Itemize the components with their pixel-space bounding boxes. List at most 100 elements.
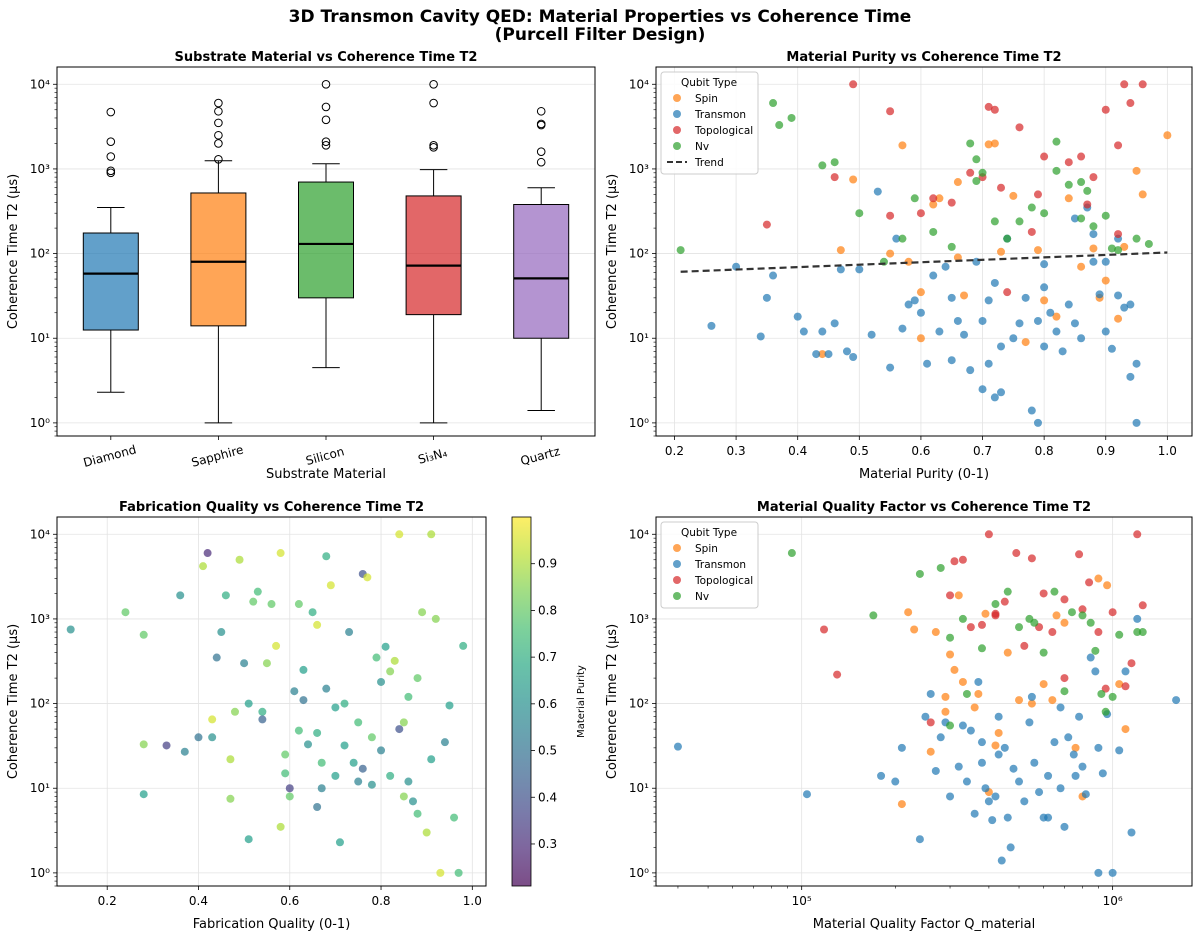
point-topological [1015,123,1024,132]
tick-label-y: 10⁴ [30,527,50,541]
colorbar-tick-label: 0.7 [538,650,557,664]
point-nv [787,549,796,558]
point-nv [936,563,945,572]
point-nv [1078,611,1087,620]
point-spin [1121,725,1130,734]
panel-title: Material Purity vs Coherence Time T2 [786,50,1061,65]
point-topological [991,611,1000,620]
point-transmon [886,363,895,372]
point-nv [958,614,967,623]
point-spin [1021,338,1030,347]
point-transmon [921,712,930,721]
legend-marker-topological [673,126,681,134]
point-topological [1085,578,1094,587]
point-topological [1138,80,1147,89]
point [326,581,335,590]
tick-label-y: 10⁴ [629,527,649,541]
point [267,600,276,609]
point-transmon [1033,316,1042,325]
point [395,530,404,539]
point-nv [1060,687,1069,696]
point [221,591,230,600]
point-transmon [929,271,938,280]
category-label: Sapphire [190,442,245,469]
point-transmon [873,187,882,196]
tick-label-x: 0.7 [973,444,992,458]
x-axis-label: Fabrication Quality (0-1) [193,917,351,932]
point-transmon [1107,344,1116,353]
panel-box: 10⁰ 10¹ 10² 10³ 10⁴ Substrate Material vs Coh… [6,50,596,482]
point-transmon [707,321,716,330]
y-axis-label: Coherence Time T2 (μs) [6,624,21,779]
point-nv [1089,222,1098,231]
legend-entry-trend: Trend [694,157,724,169]
point [367,780,376,789]
point [413,809,422,818]
point [404,692,413,701]
point [331,771,340,780]
point [285,784,294,793]
point-transmon [1132,359,1141,368]
tick-label-x: 0.6 [911,444,930,458]
point-nv [1132,234,1141,243]
point [199,562,208,571]
point-transmon [1009,334,1018,343]
point-transmon [849,353,858,362]
point-spin [1033,246,1042,255]
point-nv [818,161,827,170]
tick-label-x: 0.6 [280,894,299,908]
point-topological [886,211,895,220]
point-topological [1039,589,1048,598]
box-flier [214,130,223,140]
point-transmon [799,327,808,336]
point-transmon [962,777,971,786]
point-transmon [867,330,876,339]
point [418,608,427,617]
box-flier [214,106,223,116]
point [381,642,390,651]
tick-label-x: 0.3 [727,444,746,458]
point [294,726,303,735]
point-topological [1027,554,1036,563]
point-transmon [1064,300,1073,309]
point-topological [1083,200,1092,209]
point-spin [818,350,827,359]
point-transmon [926,689,935,698]
point-transmon [966,366,975,375]
point-transmon [984,359,993,368]
point [335,838,344,847]
point-spin [1003,648,1012,657]
point-transmon [1035,788,1044,797]
point [340,699,349,708]
point-nv [946,721,955,730]
point-transmon [793,312,802,321]
point-spin [1064,194,1073,203]
box-flier [106,107,116,117]
panel-title: Substrate Material vs Coherence Time T2 [175,50,478,65]
point-topological [966,623,975,632]
point-transmon [1095,290,1104,299]
point [139,790,148,799]
point [436,868,445,877]
box-flier [321,137,331,146]
panel-title: Material Quality Factor vs Coherence Tim… [757,500,1091,515]
point-spin [1103,581,1112,590]
point-transmon [966,726,975,735]
point-spin [950,665,959,674]
tick-label-y: 10³ [30,162,50,176]
point [349,758,358,767]
box-flier [321,79,331,89]
tick-label-y: 10⁴ [30,77,50,91]
point-spin [904,608,913,617]
point [244,835,253,844]
y-axis-label: Coherence Time T2 (μs) [6,174,21,329]
point [445,701,454,710]
tick-label-y: 10¹ [30,331,50,345]
point [427,755,436,764]
point-spin [886,249,895,258]
point-topological [947,198,956,207]
point-transmon [1172,696,1181,705]
point-spin [994,728,1003,737]
point [427,530,436,539]
tick-label-y: 10² [629,247,649,261]
